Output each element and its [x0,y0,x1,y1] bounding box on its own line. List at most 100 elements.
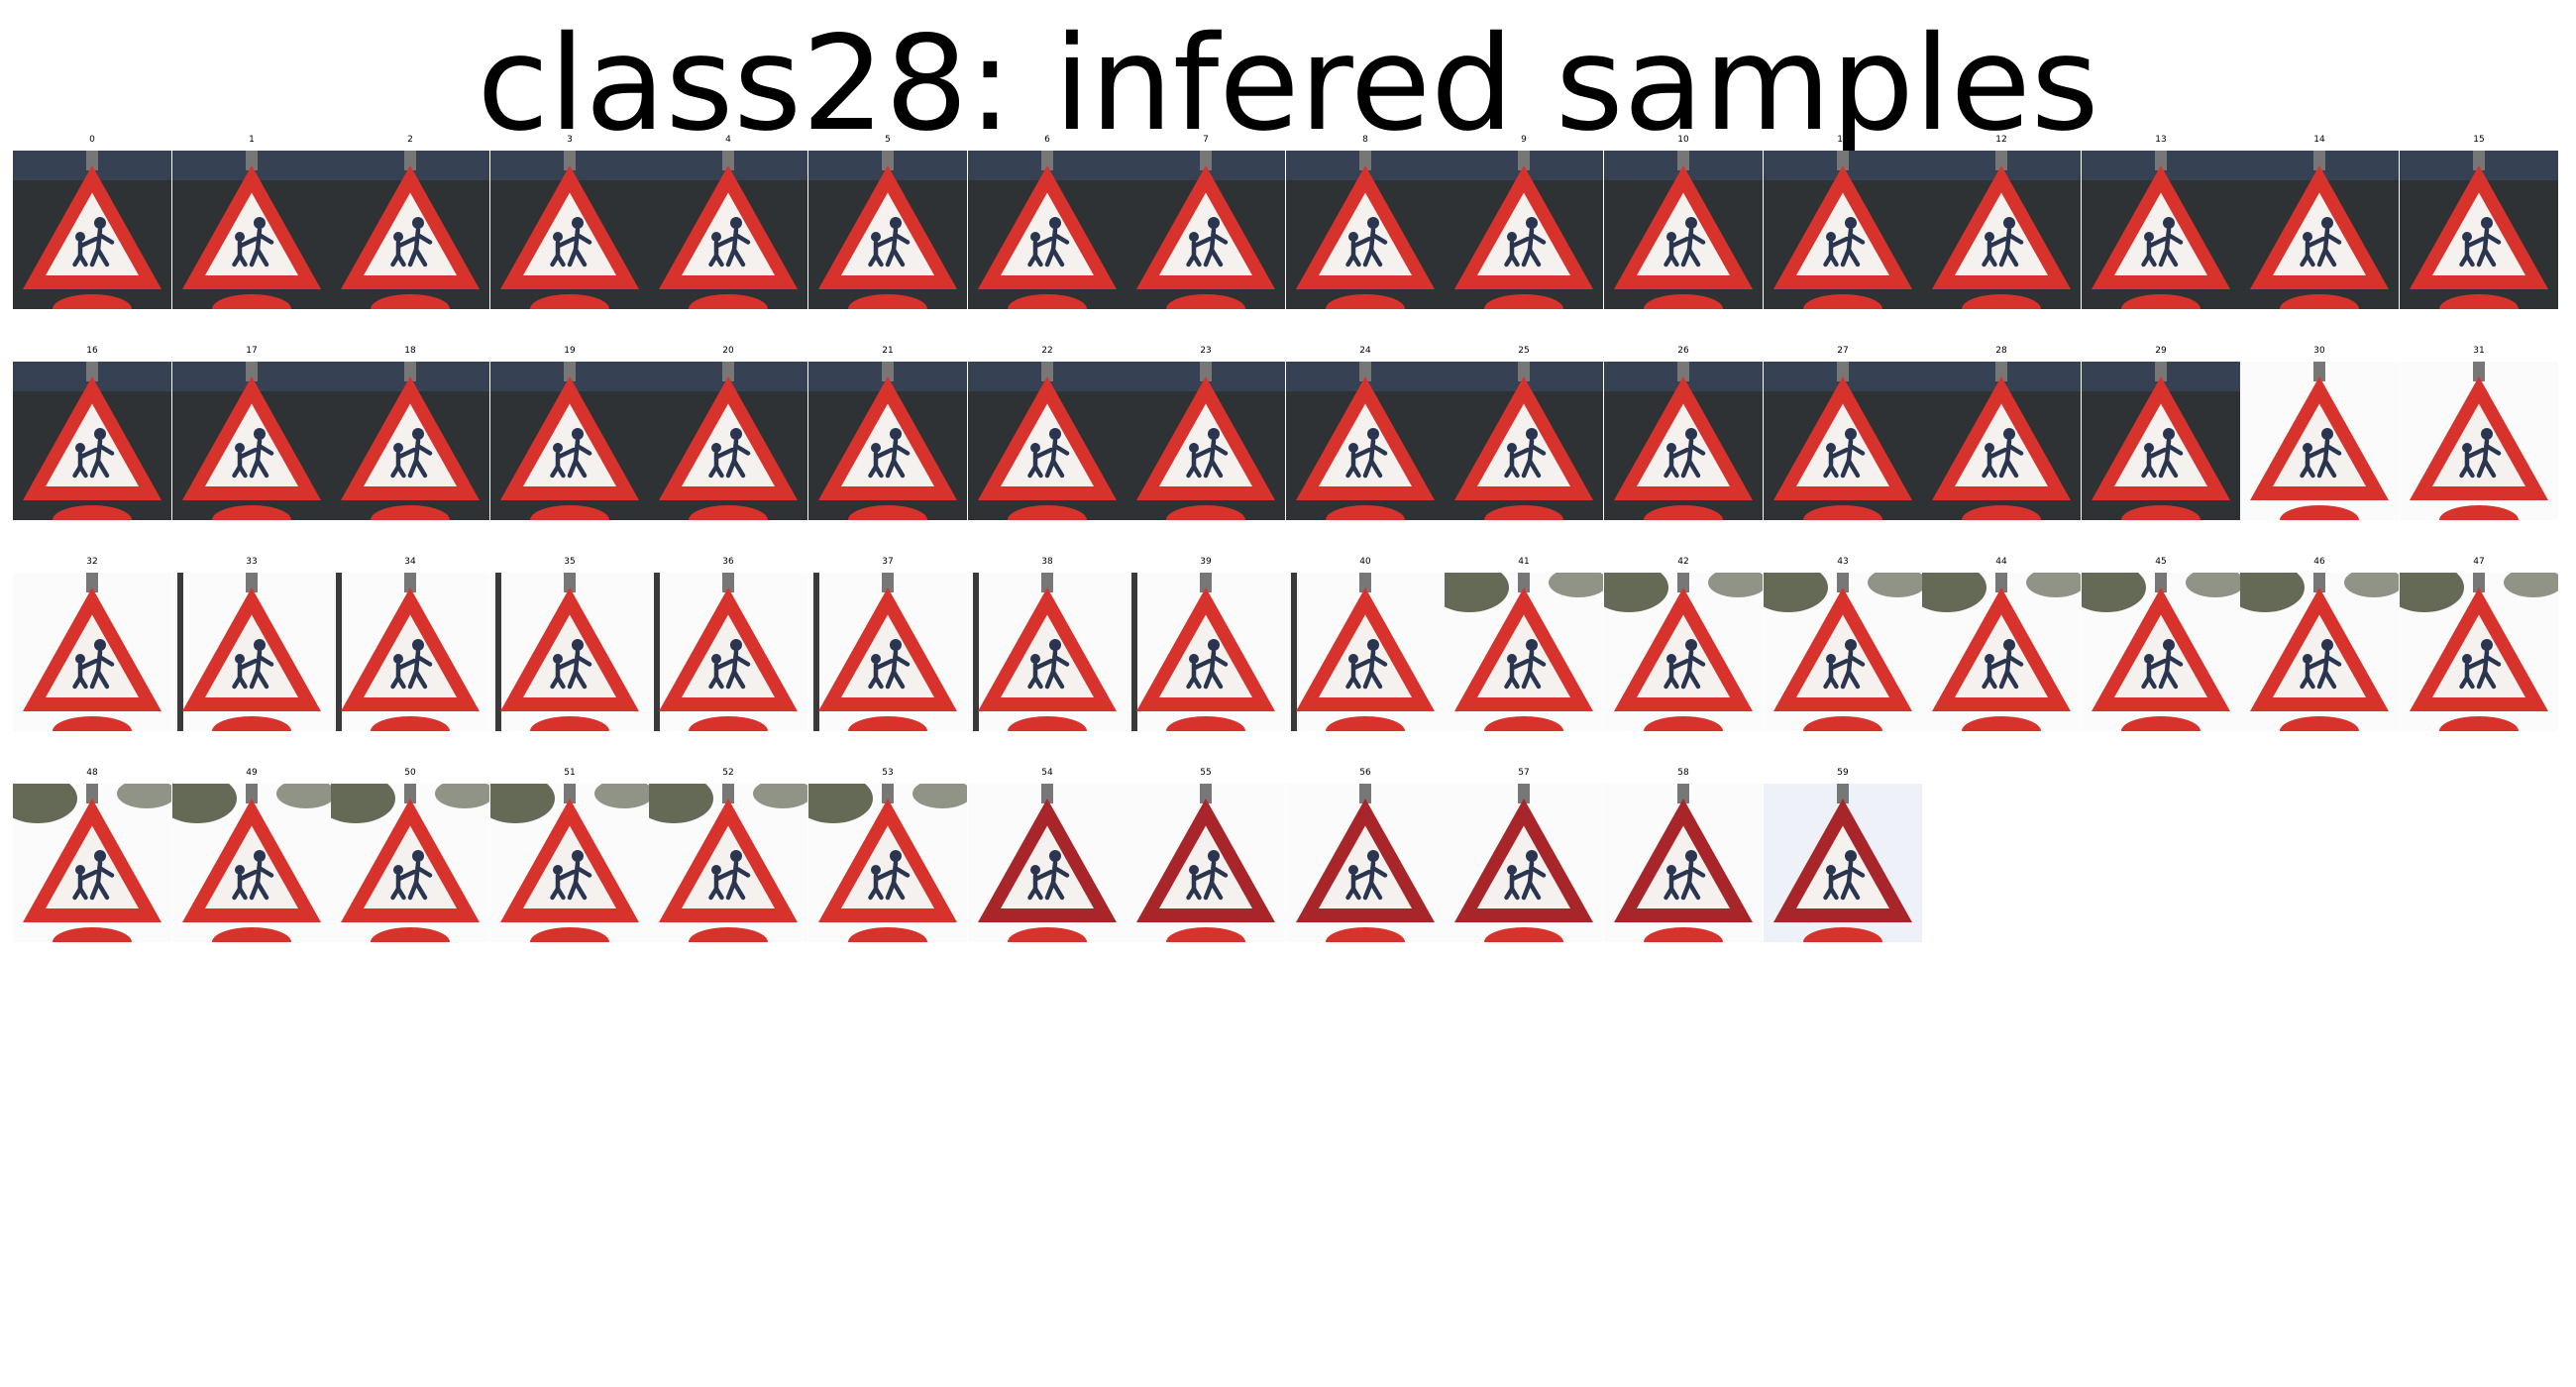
sample-index-label: 47 [2473,557,2485,567]
foliage-patch [2186,573,2240,597]
sample-index-label: 48 [86,768,98,778]
children-pictogram [1664,217,1706,267]
sign-post [2155,362,2167,381]
sample-thumbnail [172,151,331,309]
triangle-inner [1159,403,1252,486]
sign-post [722,784,734,803]
sample-index-label: 42 [1677,557,1689,567]
sample-index-label: 18 [404,346,416,356]
sign-post [1200,362,1212,381]
sample-thumbnail [1127,151,1285,309]
sample-thumbnail [808,573,967,731]
sample-cell: 55 [1127,762,1285,942]
children-pictogram [708,639,751,690]
lower-sign-edge [1803,927,1882,942]
lower-sign-edge [1326,927,1405,942]
sign-post [1995,573,2007,592]
lower-sign-edge [53,927,132,942]
sample-thumbnail [1445,573,1603,731]
sample-index-label: 1 [249,135,255,145]
sample-thumbnail [1286,362,1445,520]
triangle-inner [1796,825,1889,908]
triangle-inner [1319,825,1412,908]
triangle-inner [205,403,298,486]
children-pictogram [868,428,911,479]
children-pictogram [390,217,433,267]
sample-thumbnail [490,573,649,731]
sample-cell: 25 [1445,340,1603,520]
sample-cell: 56 [1286,762,1445,942]
sign-post [404,784,416,803]
sample-thumbnail [490,784,649,942]
foliage-patch [1708,573,1763,597]
children-pictogram [1186,639,1229,690]
sign-post [1837,362,1849,381]
triangle-inner [364,825,457,908]
triangle-inner [1477,825,1570,908]
children-pictogram [1823,428,1866,479]
sample-cell: 43 [1764,551,1922,731]
sign-post [1837,151,1849,170]
lower-sign-edge [2439,716,2519,731]
sample-index-label: 35 [564,557,576,567]
sample-index-label: 39 [1200,557,1212,567]
sample-cell: 24 [1286,340,1445,520]
foliage-patch [2504,573,2558,597]
lower-sign-edge [2280,505,2359,520]
sample-thumbnail [2400,151,2558,309]
sample-thumbnail [1922,573,2081,731]
lower-sign-edge [1166,505,1245,520]
sample-thumbnail [1764,362,1922,520]
sample-thumbnail [808,151,967,309]
foliage-patch [435,784,489,808]
triangle-inner [1796,192,1889,275]
sample-index-label: 10 [1677,135,1689,145]
foliage-patch [594,784,649,808]
sample-thumbnail [172,784,331,942]
lower-sign-edge [1484,716,1563,731]
sign-post [246,362,258,381]
sign-post [246,784,258,803]
children-pictogram [1345,850,1388,901]
sample-cell: 21 [808,340,967,520]
foliage-patch [276,784,331,808]
children-pictogram [868,217,911,267]
lower-sign-edge [212,505,291,520]
sample-thumbnail [2240,573,2399,731]
lower-sign-edge [689,294,768,309]
triangle-inner [523,614,616,697]
children-pictogram [1504,428,1547,479]
triangle-inner [841,825,934,908]
sample-thumbnail [808,784,967,942]
sample-cell: 41 [1445,551,1603,731]
sample-thumbnail [1286,784,1445,942]
lower-sign-edge [212,927,291,942]
foliage-patch [13,784,77,823]
lower-sign-edge [1008,505,1087,520]
sample-index-label: 38 [1041,557,1053,567]
sample-thumbnail [1127,362,1285,520]
triangle-inner [364,403,457,486]
sample-cell: 48 [13,762,171,942]
sample-index-label: 30 [2313,346,2325,356]
sample-cell: 32 [13,551,171,731]
sign-post [404,362,416,381]
sample-thumbnail [1445,151,1603,309]
sign-post [1041,151,1053,170]
sample-cell: 1 [172,129,331,309]
triangle-inner [1319,403,1412,486]
children-pictogram [72,850,115,901]
sample-index-label: 32 [86,557,98,567]
triangle-inner [1001,403,1094,486]
children-pictogram [1982,217,2024,267]
triangle-inner [1955,614,2048,697]
sample-index-label: 17 [246,346,258,356]
children-pictogram [1186,217,1229,267]
lower-sign-edge [1644,927,1723,942]
sign-post [564,573,576,592]
foliage-patch [1764,573,1828,612]
foliage-patch [1445,573,1509,612]
sample-cell: 34 [331,551,489,731]
sample-thumbnail [2240,151,2399,309]
sign-post [1518,573,1530,592]
